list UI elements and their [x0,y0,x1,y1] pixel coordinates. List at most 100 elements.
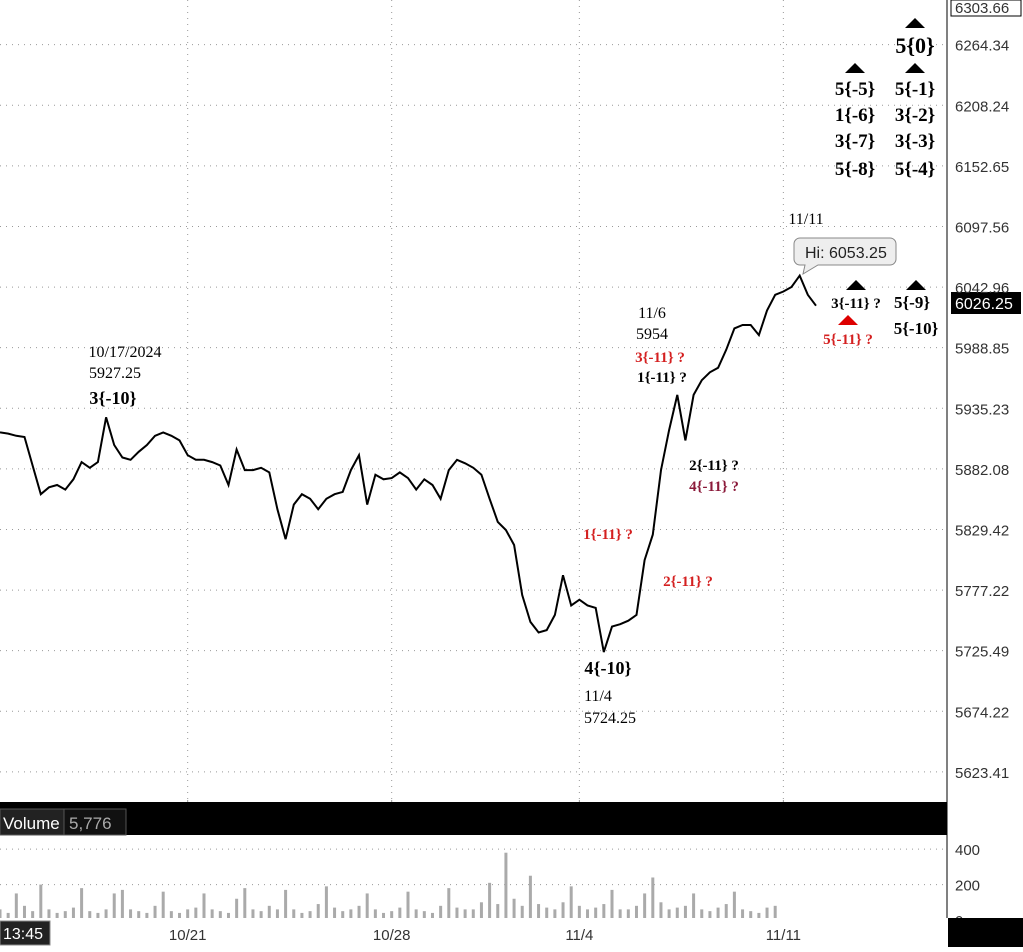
volume-bar [749,911,753,918]
volume-bar [651,877,655,918]
annotation: 3{-2} [895,105,935,126]
volume-bar [235,898,239,918]
annotation: 4{-10} [584,658,631,678]
volume-bar [186,909,190,918]
top-label-box [950,0,1022,17]
volume-bar [6,912,10,918]
annotation: 5{-8} [835,159,875,180]
annotation: 5954 [636,326,668,343]
annotation: 5{-5} [835,79,875,100]
volume-bar [120,889,124,918]
volume-header [0,802,947,835]
y-tick-label: 5674.22 [955,704,1009,721]
volume-bar [732,891,736,918]
volume-bar [414,909,418,918]
volume-bar [512,898,516,918]
volume-bar [716,907,720,918]
volume-bar [161,891,165,918]
volume-bar [324,886,328,918]
volume-bar [724,904,728,918]
volume-bar [675,907,679,918]
volume-bar [708,911,712,918]
volume-bar [373,909,377,918]
y-tick-label: 6152.65 [955,159,1009,176]
volume-bar [218,911,222,918]
volume-bar [504,852,508,918]
volume-bar [683,905,687,918]
high-callout [793,237,897,276]
volume-bar [545,907,549,918]
volume-bar [577,905,581,918]
volume-bar [520,905,524,918]
last-price-box [951,292,1021,314]
volume-bar [447,888,451,918]
volume-bar [659,902,663,918]
volume-bar [553,909,557,918]
volume-bar [39,884,43,918]
annotation: 5{-10} [894,319,939,338]
y-tick-label: 6264.34 [955,38,1009,55]
annotation: 5927.25 [89,365,141,382]
volume-bar [741,909,745,918]
volume-bar [104,909,108,918]
time-label: 13:45 [3,926,43,943]
volume-bar [47,909,51,918]
volume-bar [55,912,59,918]
annotation: 1{-11} ? [637,370,687,386]
volume-bar [488,882,492,918]
volume-bar [22,905,26,918]
annotation: 11/6 [638,305,666,322]
volume-bar [398,907,402,918]
volume-bar [153,905,157,918]
annotation: 3{-11} ? [831,296,881,312]
volume-bar [765,907,769,918]
volume-bar [226,912,230,918]
top-label: 6303.66 [955,0,1009,17]
y-tick-label: 5935.23 [955,401,1009,418]
y-tick-label: 5882.08 [955,462,1009,479]
y-tick-label: 5777.22 [955,583,1009,600]
volume-bar [88,911,92,918]
volume-bar [202,893,206,918]
volume-tick-label: 400 [955,842,980,859]
volume-bar [496,904,500,918]
volume-bar [275,909,279,918]
x-tick-label: 11/4 [565,927,593,944]
x-tick-label: 10/28 [373,927,411,944]
volume-bar [31,911,35,918]
volume-bar [169,911,173,918]
volume-bar [243,888,247,918]
corner [948,918,1023,947]
annotation: 3{-11} ? [635,350,685,366]
y-tick-label: 6208.24 [955,98,1009,115]
y-tick-label: 6042.96 [955,280,1009,297]
volume-bar [194,907,198,918]
annotation: 1{-11} ? [583,527,633,543]
volume-bar [667,909,671,918]
triangles [838,18,926,325]
volume-bar [634,905,638,918]
volume-bar [267,905,271,918]
volume-bar [300,912,304,918]
volume-panel: 0 200 400 [0,842,980,918]
volume-bar [178,912,182,918]
volume-bar [569,886,573,918]
annotation: 3{-3} [895,131,935,152]
volume-bar [479,902,483,918]
volume-last-box [63,808,127,836]
volume-bar [757,912,761,918]
volume-bar [259,911,263,918]
annotation: 4{-11} ? [689,479,739,495]
volume-bar [96,912,100,918]
volume-bar [594,907,598,918]
volume-bar [341,911,345,918]
y-tick-label: 5829.42 [955,522,1009,539]
volume-bar [643,893,647,918]
volume-bar [422,911,426,918]
volume-bar [0,909,2,918]
y-tick-label: 6097.56 [955,219,1009,236]
volume-bar [455,907,459,918]
volume-bar [602,904,606,918]
annotation: 11/4 [584,688,612,705]
